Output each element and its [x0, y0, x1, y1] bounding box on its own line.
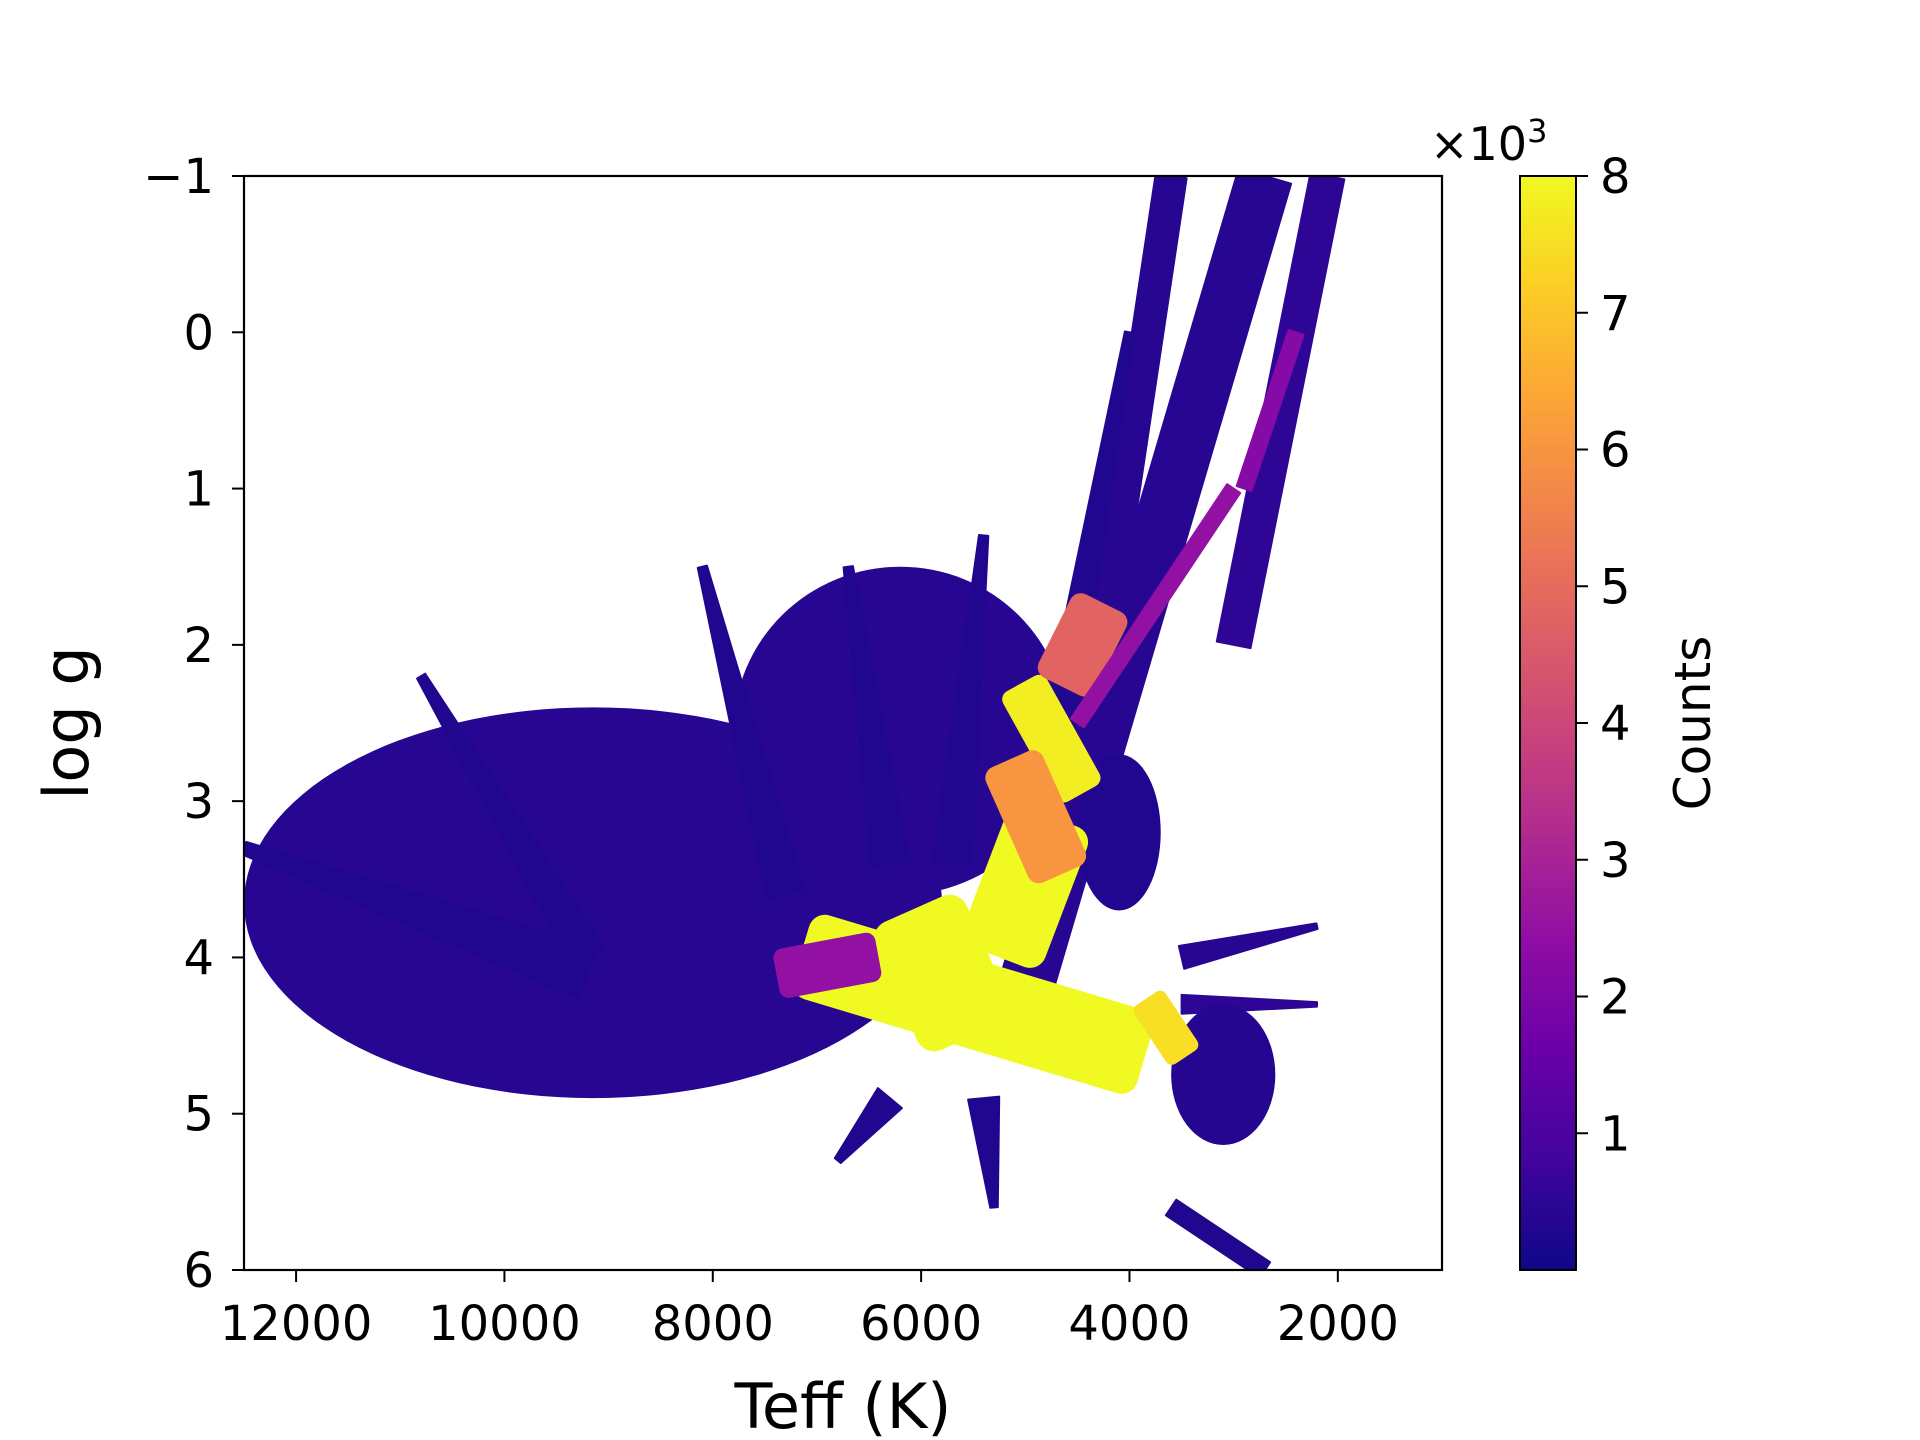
x-axis-ticks: 12000 10000 8000 6000 4000 2000	[220, 1270, 1399, 1352]
colorbar-tick-label: 6	[1600, 423, 1631, 479]
y-tick-label: 0	[183, 305, 214, 361]
y-tick-label: 5	[183, 1087, 214, 1143]
x-tick-label: 12000	[220, 1296, 373, 1352]
y-tick-label: 2	[183, 618, 214, 674]
colorbar	[1520, 176, 1576, 1270]
y-tick-label: 1	[183, 462, 214, 518]
y-tick-label: −1	[143, 149, 214, 205]
x-tick-label: 8000	[652, 1296, 774, 1352]
colorbar-tick-label: 3	[1600, 833, 1631, 889]
colorbar-tick-label: 8	[1600, 149, 1631, 205]
colorbar-ticks: 1 2 3 4 5 6 7 8	[1576, 149, 1631, 1162]
y-tick-label: 6	[183, 1243, 214, 1299]
y-axis-label: log g	[30, 646, 103, 800]
y-tick-label: 3	[183, 774, 214, 830]
y-tick-label: 4	[183, 930, 214, 986]
density-feature-26	[783, 942, 872, 988]
x-tick-label: 10000	[428, 1296, 581, 1352]
y-axis-ticks: −1 0 1 2 3 4 5 6	[143, 149, 244, 1299]
colorbar-tick-label: 5	[1600, 559, 1631, 615]
colorbar-tick-label: 4	[1600, 696, 1631, 752]
colorbar-label: Counts	[1664, 636, 1722, 811]
colorbar-tick-label: 2	[1600, 970, 1631, 1026]
x-axis-label: Teff (K)	[734, 1370, 952, 1440]
colorbar-multiplier: ×103	[1430, 112, 1547, 171]
x-tick-label: 2000	[1277, 1296, 1399, 1352]
colorbar-tick-label: 7	[1600, 286, 1631, 342]
x-tick-label: 4000	[1068, 1296, 1190, 1352]
colorbar-tick-label: 1	[1600, 1106, 1631, 1162]
x-tick-label: 6000	[860, 1296, 982, 1352]
